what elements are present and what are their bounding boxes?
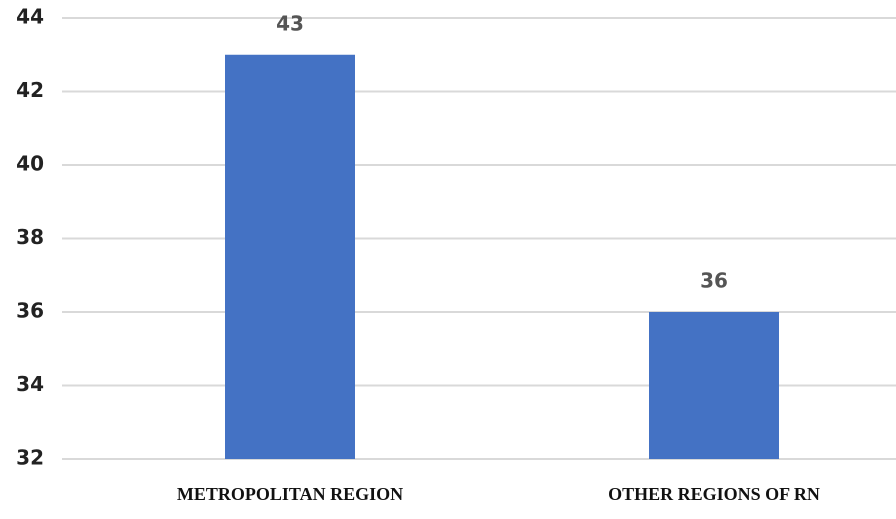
y-tick-label: 36 xyxy=(16,299,44,323)
y-tick-label: 40 xyxy=(16,152,44,176)
y-tick-label: 44 xyxy=(16,5,44,29)
bar xyxy=(649,312,779,459)
x-tick-label: OTHER REGIONS OF RN xyxy=(608,484,820,504)
bar xyxy=(225,54,355,459)
x-tick-label: METROPOLITAN REGION xyxy=(177,484,403,504)
y-tick-label: 38 xyxy=(16,225,44,249)
y-tick-label: 32 xyxy=(16,446,44,470)
data-label: 43 xyxy=(276,11,304,35)
y-tick-label: 34 xyxy=(16,372,44,396)
data-label: 36 xyxy=(700,269,728,293)
y-tick-label: 42 xyxy=(16,78,44,102)
